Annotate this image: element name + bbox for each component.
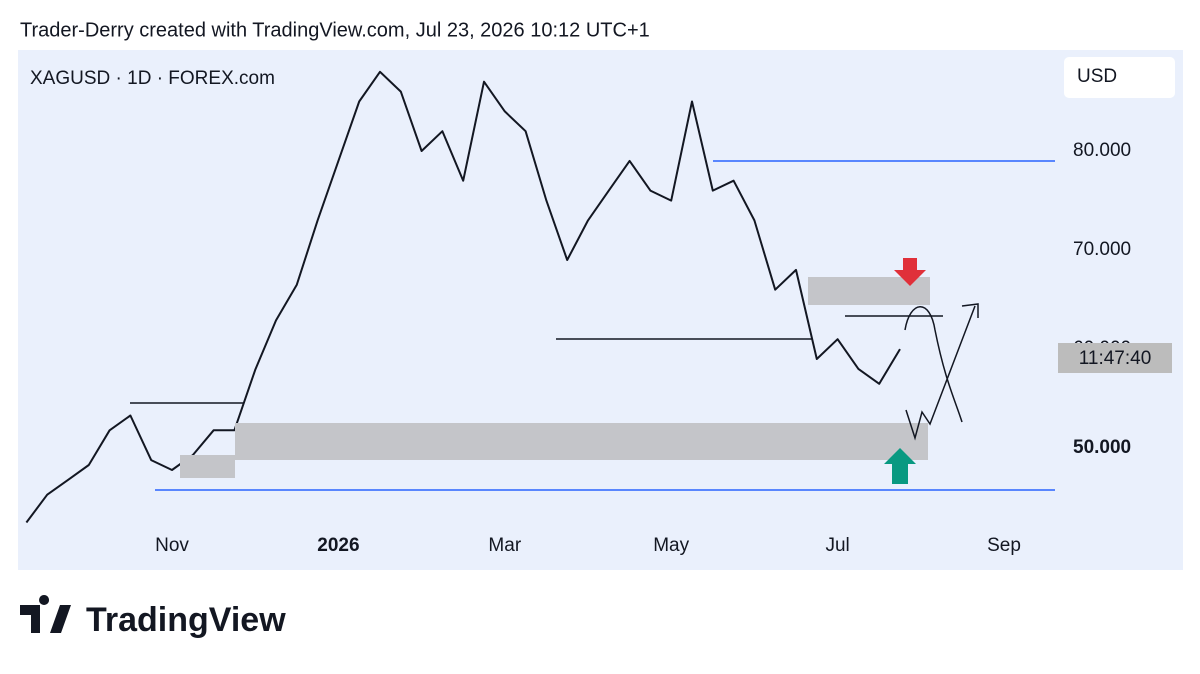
zone	[235, 423, 928, 460]
y-tick-label: 70.000	[1073, 239, 1131, 260]
drawings	[130, 160, 1055, 491]
sketch	[904, 306, 963, 423]
x-tick-label: Jul	[825, 535, 849, 556]
symbol-title: XAGUSD · 1D · FOREX.com	[30, 68, 275, 89]
x-tick-label: 2026	[317, 535, 359, 556]
sketch	[905, 303, 979, 441]
arrow-up	[884, 448, 916, 484]
chart-pane	[18, 50, 1183, 570]
x-tick-label: Nov	[155, 535, 189, 556]
countdown-box	[1058, 343, 1172, 373]
y-tick-label: 80.000	[1073, 140, 1131, 161]
arrow-down	[894, 258, 926, 286]
zone	[180, 455, 235, 478]
x-tick-label: Sep	[987, 535, 1021, 556]
currency-box[interactable]	[1064, 57, 1175, 98]
header: Trader-Derry created with TradingView.co…	[20, 19, 650, 41]
countdown: 11:47:40	[1079, 348, 1152, 369]
y-tick-label: 50.000	[1073, 437, 1131, 458]
price-line	[25, 70, 901, 524]
logo-text: TradingView	[86, 601, 286, 639]
logo-mark	[20, 595, 71, 633]
currency: USD	[1077, 66, 1117, 87]
x-tick-label: Mar	[488, 535, 521, 556]
x-tick-label: May	[653, 535, 689, 556]
